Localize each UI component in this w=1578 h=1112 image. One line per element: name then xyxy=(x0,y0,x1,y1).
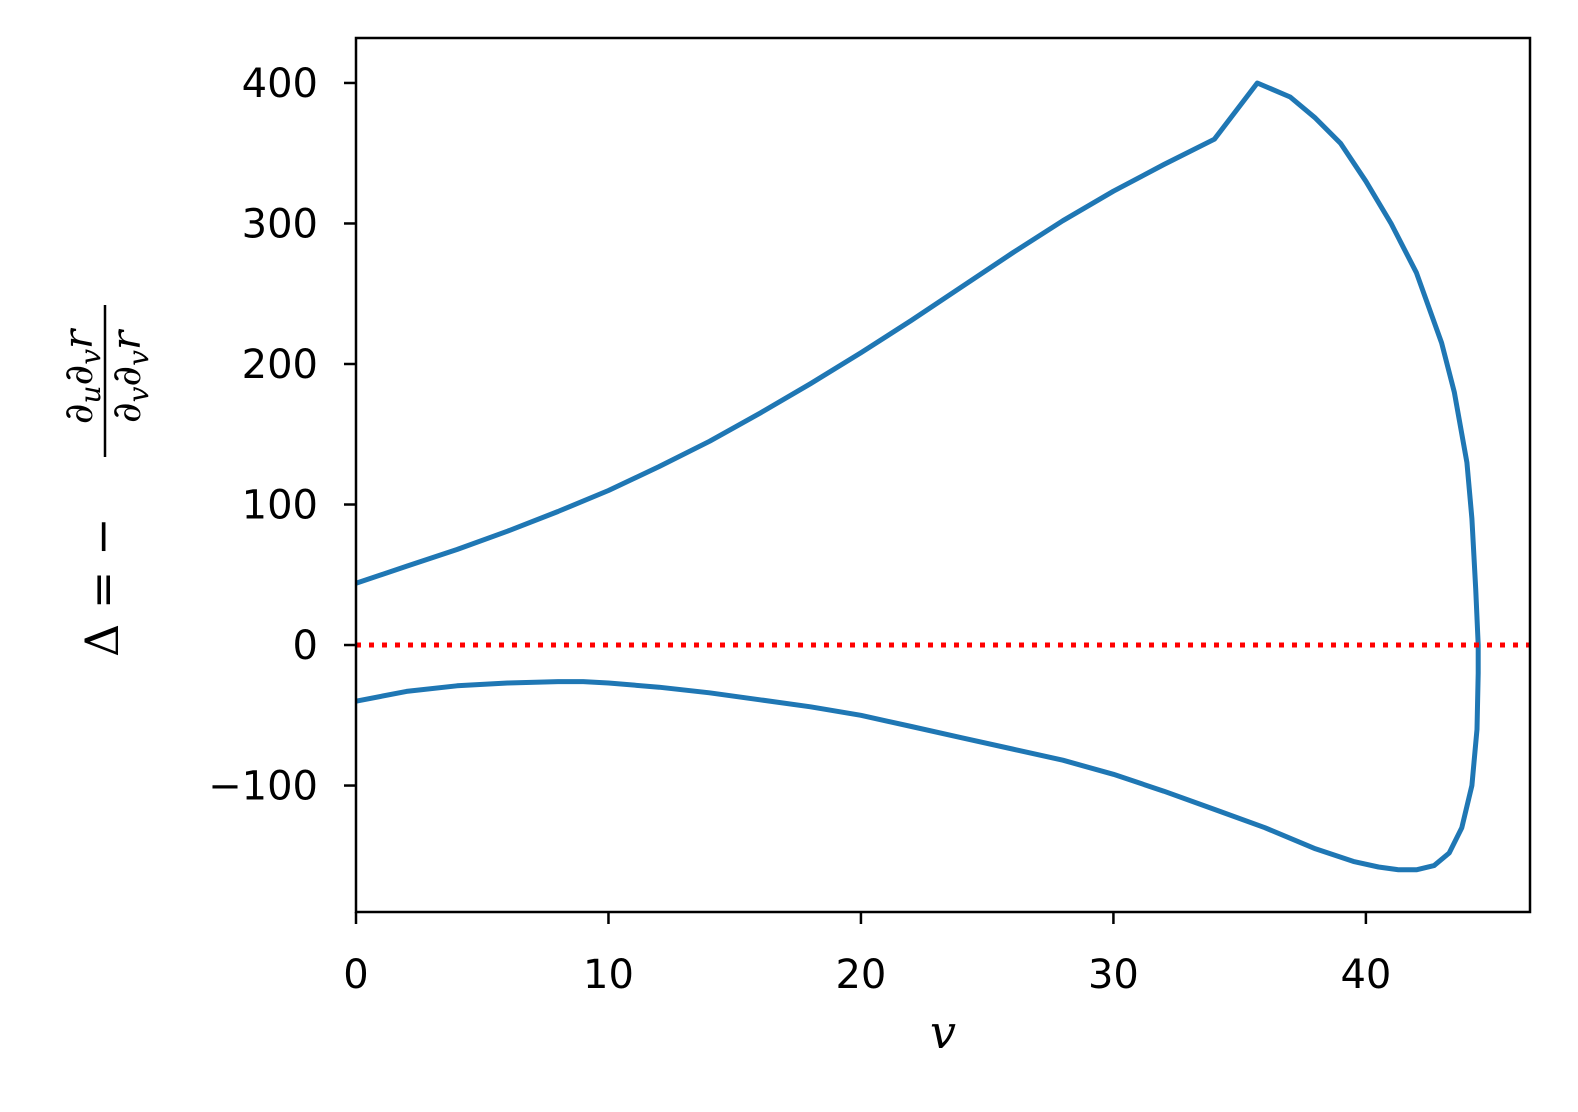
y-axis-label-prefix: Δ = − xyxy=(75,517,129,657)
num-sub-2: v xyxy=(74,349,107,365)
y-tick-label: 0 xyxy=(293,623,318,669)
plot-area xyxy=(355,80,1530,873)
y-tick-label: 400 xyxy=(242,61,318,107)
x-axis-label: v xyxy=(930,1005,956,1059)
y-tick-label: 100 xyxy=(242,483,318,529)
x-tick-label: 40 xyxy=(1340,952,1391,998)
num-sub-1: u xyxy=(74,385,107,403)
den-var: r xyxy=(104,328,150,350)
y-tick-label: −100 xyxy=(208,764,318,810)
axes-frame xyxy=(354,36,1532,914)
num-partial-1: ∂ xyxy=(56,404,102,425)
x-tick-label: 0 xyxy=(343,952,368,998)
x-tick-label: 20 xyxy=(835,952,886,998)
den-sub-2: v xyxy=(122,350,155,366)
x-tick-label: 30 xyxy=(1088,952,1139,998)
num-partial-2: ∂ xyxy=(56,365,102,386)
y-axis-label-numerator: ∂u∂vr xyxy=(56,327,107,424)
y-axis-label-denominator: ∂v∂vr xyxy=(104,328,155,423)
y-tick-label: 300 xyxy=(242,201,318,247)
x-axis: 0 10 20 30 40 xyxy=(343,912,1391,998)
num-var: r xyxy=(56,327,102,349)
y-tick-label: 200 xyxy=(242,342,318,388)
y-axis: −100 0 100 200 300 400 xyxy=(208,61,356,810)
x-tick-label: 10 xyxy=(583,952,634,998)
den-partial-2: ∂ xyxy=(104,366,150,387)
y-axis-label: Δ = − ∂u∂vr ∂v∂vr xyxy=(56,305,155,657)
series-line-0 xyxy=(355,80,1481,873)
den-partial-1: ∂ xyxy=(104,402,150,423)
den-sub-1: v xyxy=(122,386,155,402)
